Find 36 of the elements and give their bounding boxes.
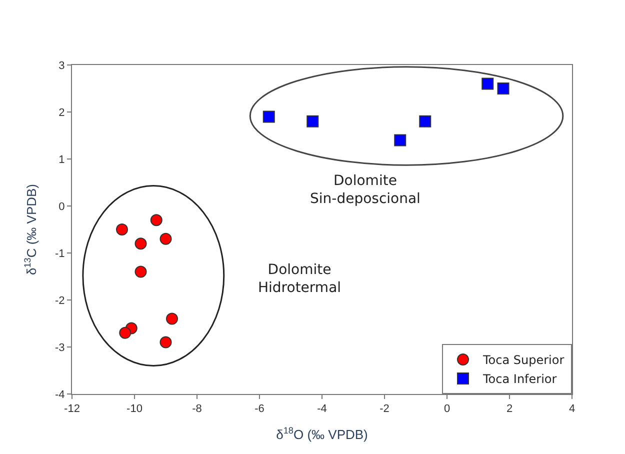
point [119, 326, 132, 339]
x-axis-title: δ$^{18}$O (‰ VPDB) [276, 425, 368, 442]
y-tick-label: -3 [55, 342, 65, 354]
x-tick-label: 2 [506, 403, 513, 416]
x-tick-label: -10 [126, 403, 142, 416]
y-tick-label: 3 [58, 60, 65, 72]
y-tick-label: 1 [58, 154, 65, 166]
x-tick-label: -6 [254, 403, 264, 416]
x-tick-label: -8 [192, 403, 202, 416]
point [419, 115, 432, 128]
point [482, 78, 494, 90]
point [306, 115, 319, 128]
point [262, 110, 275, 123]
annotation: Dolomite Sin-deposcional [310, 173, 420, 208]
y-tick-label: 2 [58, 106, 65, 119]
x-tick-label: -4 [317, 403, 327, 416]
x-tick-label: 4 [568, 403, 576, 416]
point [160, 232, 172, 245]
point [497, 82, 510, 94]
point [166, 312, 178, 325]
y-tick-label: -4 [55, 388, 65, 401]
legend-label: Toca Superior [482, 353, 564, 368]
x-tick-label: -12 [64, 403, 80, 416]
point [394, 134, 406, 146]
point [160, 336, 172, 348]
y-tick-label: -2 [55, 294, 65, 307]
x-tick-label: 0 [444, 403, 450, 416]
x-tick-label: -2 [380, 403, 390, 416]
point [116, 224, 128, 236]
legend-label: Toca Inferior [482, 372, 557, 386]
point [150, 214, 162, 226]
point [134, 238, 147, 250]
y-tick-label: 0 [58, 200, 65, 213]
point [134, 266, 147, 278]
annotation: Dolomite Hidrotermal [258, 262, 342, 296]
y-tick-label: -1 [55, 248, 65, 260]
